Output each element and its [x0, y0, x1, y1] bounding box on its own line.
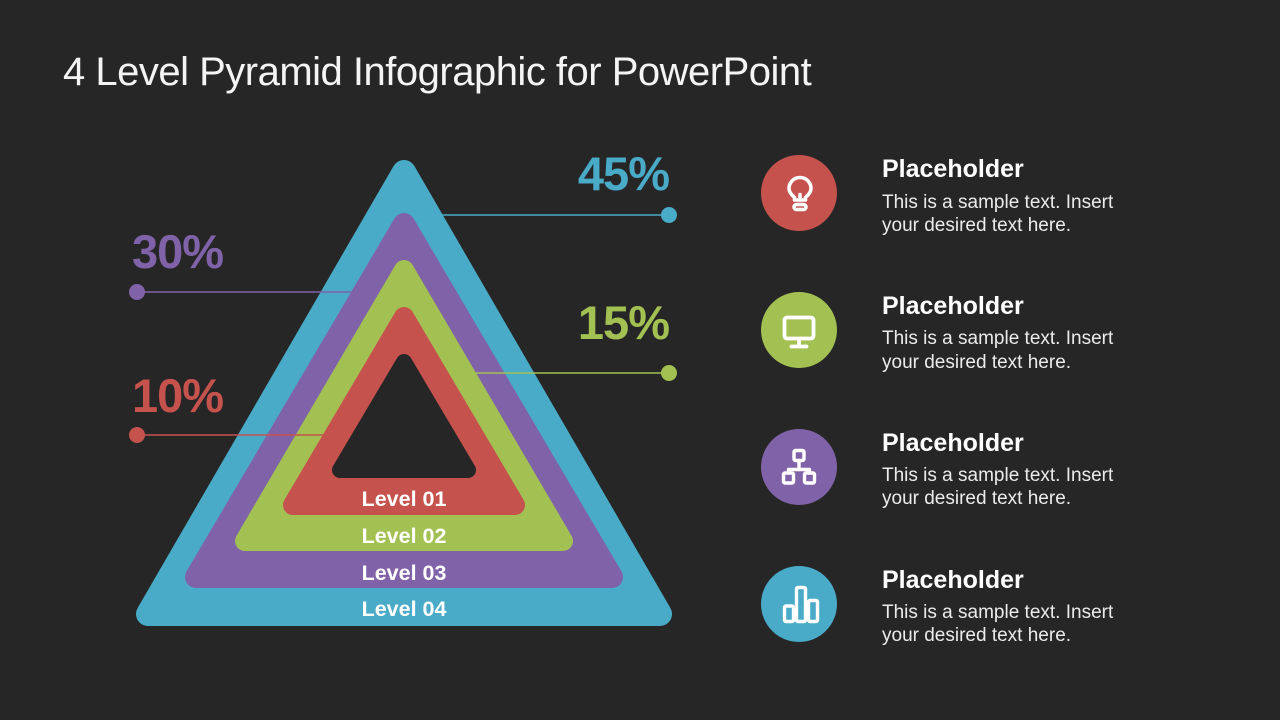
feature-item-1: Placeholder This is a sample text. Inser… — [761, 155, 1154, 237]
callout-dot-level-02 — [661, 365, 677, 381]
monitor-icon — [782, 315, 816, 349]
feature-badge-3 — [761, 428, 837, 505]
feature-body: This is a sample text. Insert your desir… — [882, 602, 1114, 647]
feature-item-3: Placeholder This is a sample text. Inser… — [761, 428, 1154, 511]
callout-dot-level-01 — [129, 427, 145, 443]
feature-list: Placeholder This is a sample text. Inser… — [761, 155, 1154, 647]
feature-body: This is a sample text. Insert your desir… — [882, 191, 1114, 236]
feature-body: This is a sample text. Insert your desir… — [882, 465, 1114, 510]
pct-label-level-01: 10% — [132, 369, 223, 422]
pct-label-level-04: 45% — [578, 147, 669, 200]
band-label-level-01: Level 01 — [362, 487, 447, 511]
feature-title: Placeholder — [882, 428, 1024, 457]
band-label-level-04: Level 04 — [362, 597, 447, 621]
badge-circle — [761, 565, 837, 642]
feature-text: Placeholder This is a sample text. Inser… — [882, 566, 1154, 648]
feature-text: Placeholder This is a sample text. Inser… — [882, 429, 1154, 511]
feature-body: This is a sample text. Insert your desir… — [882, 328, 1114, 373]
feature-text: Placeholder This is a sample text. Inser… — [882, 155, 1154, 237]
pct-label-level-02: 15% — [578, 296, 669, 349]
band-label-level-02: Level 02 — [362, 524, 447, 548]
slide-title: 4 Level Pyramid Infographic for PowerPoi… — [63, 50, 812, 94]
feature-item-4: Placeholder This is a sample text. Inser… — [761, 565, 1154, 648]
feature-badge-1 — [761, 155, 837, 231]
pyramid-center-hole — [332, 354, 476, 478]
feature-badge-4 — [761, 565, 837, 642]
feature-item-2: Placeholder This is a sample text. Inser… — [761, 291, 1154, 374]
feature-title: Placeholder — [882, 291, 1024, 320]
feature-badge-2 — [761, 291, 837, 368]
bar-chart-icon — [782, 585, 820, 623]
feature-text: Placeholder This is a sample text. Inser… — [882, 292, 1154, 374]
lightbulb-icon — [787, 175, 813, 212]
feature-title: Placeholder — [882, 155, 1024, 183]
sitemap-icon — [781, 448, 817, 485]
pct-label-level-03: 30% — [132, 225, 223, 278]
band-label-level-03: Level 03 — [362, 561, 447, 585]
badge-circle — [761, 291, 837, 368]
callout-dot-level-03 — [129, 284, 145, 300]
badge-circle — [761, 155, 837, 231]
callout-dot-level-04 — [661, 207, 677, 223]
feature-title: Placeholder — [882, 565, 1024, 594]
